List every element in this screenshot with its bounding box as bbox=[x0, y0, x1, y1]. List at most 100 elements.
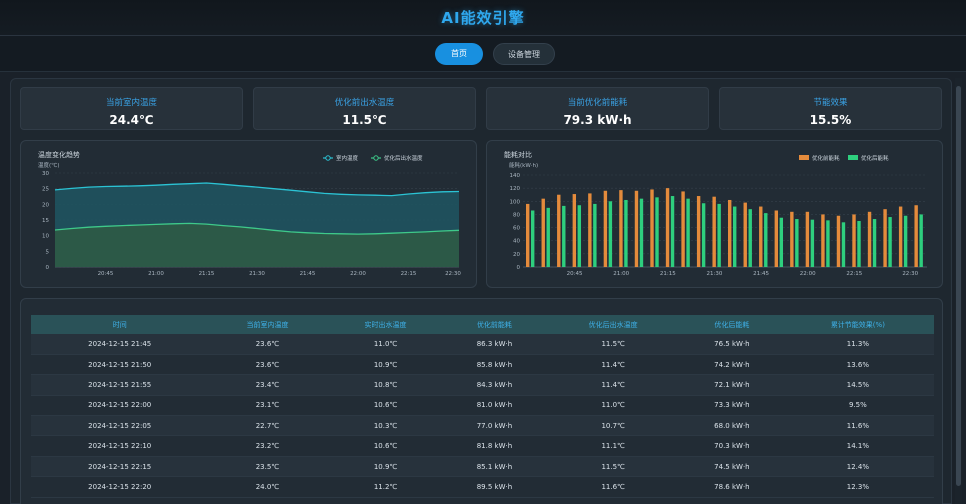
tab-device-management[interactable]: 设备管理 bbox=[493, 42, 555, 65]
table-cell: 11.6℃ bbox=[544, 476, 683, 498]
column-header: 当前室内温度 bbox=[246, 320, 289, 329]
stat-value: 24.4℃ bbox=[109, 113, 154, 127]
bar bbox=[790, 211, 794, 267]
table-row: 2024-12-15 22:00 23.1℃ 10.6℃ 81.0 kW·h 11.0℃… bbox=[31, 395, 934, 417]
column-header: 时间 bbox=[112, 320, 127, 329]
table-row: 2024-12-15 22:15 23.5℃ 10.9℃ 85.1 kW·h 11.5℃… bbox=[31, 456, 934, 478]
table-cell: 12.3% bbox=[781, 476, 934, 498]
x-tick-label: 21:15 bbox=[660, 271, 676, 277]
stat-label: 节能效果 bbox=[813, 98, 848, 108]
table-row: 2024-12-15 22:10 23.2℃ 10.6℃ 81.8 kW·h 11.1℃… bbox=[31, 435, 934, 457]
page-scrollbar[interactable] bbox=[955, 78, 962, 504]
table-cell: 10.9℃ bbox=[326, 456, 445, 478]
tab-home[interactable]: 首页 bbox=[435, 42, 483, 65]
series-line bbox=[54, 182, 460, 197]
column-header: 累计节能效果(%) bbox=[830, 320, 885, 329]
table-cell: 11.0℃ bbox=[326, 334, 445, 355]
scrollbar-thumb[interactable] bbox=[956, 86, 961, 486]
bar bbox=[826, 220, 830, 267]
table-cell: 81.0 kW·h bbox=[444, 395, 545, 417]
bar bbox=[857, 221, 861, 267]
table-cell: 77.0 kW·h bbox=[444, 415, 545, 437]
legend-swatch bbox=[848, 155, 858, 160]
bar bbox=[728, 199, 732, 267]
table-cell: 10.6℃ bbox=[326, 395, 445, 417]
x-tick-label: 21:00 bbox=[613, 271, 629, 277]
x-tick-label: 20:45 bbox=[98, 271, 114, 277]
table-cell: 10.9℃ bbox=[326, 354, 445, 376]
bar bbox=[701, 203, 706, 267]
y-tick-label: 60 bbox=[513, 226, 520, 232]
x-tick-label: 22:30 bbox=[445, 271, 461, 277]
y-tick-label: 15 bbox=[42, 218, 49, 224]
table-cell: 73.3 kW·h bbox=[682, 395, 782, 417]
y-tick-label: 40 bbox=[513, 239, 520, 245]
bar bbox=[805, 211, 810, 267]
bar bbox=[717, 203, 721, 267]
table-cell: 2024-12-15 22:00 bbox=[31, 395, 209, 417]
x-tick-label: 22:15 bbox=[846, 271, 862, 277]
x-tick-label: 21:30 bbox=[249, 271, 265, 277]
table-cell: 23.5℃ bbox=[208, 456, 327, 478]
bar bbox=[634, 190, 639, 267]
x-tick-label: 20:45 bbox=[567, 271, 583, 277]
table-cell: 84.3 kW·h bbox=[444, 374, 545, 396]
stat-card-savings: 节能效果 15.5% bbox=[719, 87, 942, 130]
x-tick-label: 21:45 bbox=[300, 271, 316, 277]
bar bbox=[748, 209, 752, 267]
bar bbox=[531, 210, 535, 267]
table-cell: 2024-12-15 21:45 bbox=[31, 334, 209, 355]
table-cell: 81.8 kW·h bbox=[444, 435, 545, 457]
legend-swatch bbox=[799, 155, 809, 160]
bar bbox=[795, 219, 799, 267]
bar bbox=[733, 206, 737, 267]
stat-value: 79.3 kW·h bbox=[563, 113, 632, 127]
bar bbox=[526, 203, 530, 267]
bar bbox=[810, 219, 815, 267]
temperature-chart-panel: 温度变化趋势 温度(℃) 0 5 10 15 20 25 30 20:45 21:00 21:15 21… bbox=[20, 140, 477, 288]
y-tick-label: 0 bbox=[517, 265, 521, 271]
x-tick-label: 22:00 bbox=[350, 271, 366, 277]
bar bbox=[593, 203, 597, 267]
table-cell: 86.3 kW·h bbox=[444, 334, 545, 355]
bar bbox=[572, 194, 577, 267]
table-cell: 78.6 kW·h bbox=[682, 476, 782, 498]
table-cell: 2024-12-15 22:20 bbox=[31, 476, 209, 498]
table-cell: 2024-12-15 22:05 bbox=[31, 415, 209, 437]
x-tick-label: 22:15 bbox=[401, 271, 417, 277]
table-cell: 74.2 kW·h bbox=[682, 354, 782, 376]
table-row: 2024-12-15 22:20 24.0℃ 11.2℃ 89.5 kW·h 11.6℃… bbox=[31, 476, 934, 498]
app-header: AI能效引擎 bbox=[0, 0, 966, 36]
bar bbox=[546, 207, 550, 267]
bar bbox=[764, 213, 768, 267]
main-content: 当前室内温度 24.4℃ 优化前出水温度 11.5℃ 当前优化前能耗 79.3 … bbox=[10, 78, 952, 504]
y-axis-label: 温度(℃) bbox=[38, 161, 59, 169]
legend-label: 优化后出水温度 bbox=[384, 154, 423, 162]
y-tick-label: 20 bbox=[513, 252, 520, 258]
table-row: 2024-12-15 21:50 23.6℃ 10.9℃ 85.8 kW·h 11.4℃… bbox=[31, 354, 934, 376]
x-tick-label: 22:30 bbox=[902, 271, 918, 277]
bar bbox=[608, 201, 613, 267]
bar bbox=[681, 191, 685, 267]
table-cell: 24.0℃ bbox=[208, 476, 327, 498]
table-cell: 2024-12-15 22:15 bbox=[31, 456, 209, 478]
bar bbox=[541, 198, 545, 267]
x-tick-label: 21:45 bbox=[753, 271, 769, 277]
table-cell: 10.7℃ bbox=[544, 415, 683, 437]
legend-label: 优化后能耗 bbox=[861, 154, 889, 162]
bar bbox=[898, 206, 903, 267]
table-cell: 11.3% bbox=[781, 334, 934, 355]
stat-card-indoor-temp: 当前室内温度 24.4℃ bbox=[20, 87, 243, 130]
y-tick-label: 10 bbox=[42, 234, 49, 240]
legend-label: 室内温度 bbox=[336, 154, 359, 162]
y-tick-label: 120 bbox=[510, 186, 521, 192]
y-tick-label: 20 bbox=[42, 202, 49, 208]
nav-bar: 首页 设备管理 bbox=[0, 36, 966, 72]
bar bbox=[686, 198, 690, 267]
table-cell: 11.4℃ bbox=[544, 374, 683, 396]
table-cell: 68.0 kW·h bbox=[682, 415, 782, 437]
column-header: 优化后能耗 bbox=[714, 320, 750, 329]
bar bbox=[670, 196, 675, 267]
energy-chart-panel: 能耗对比 能耗(kW·h) 0 20 40 60 80 100 120 140 20:45 21:00… bbox=[486, 140, 943, 288]
